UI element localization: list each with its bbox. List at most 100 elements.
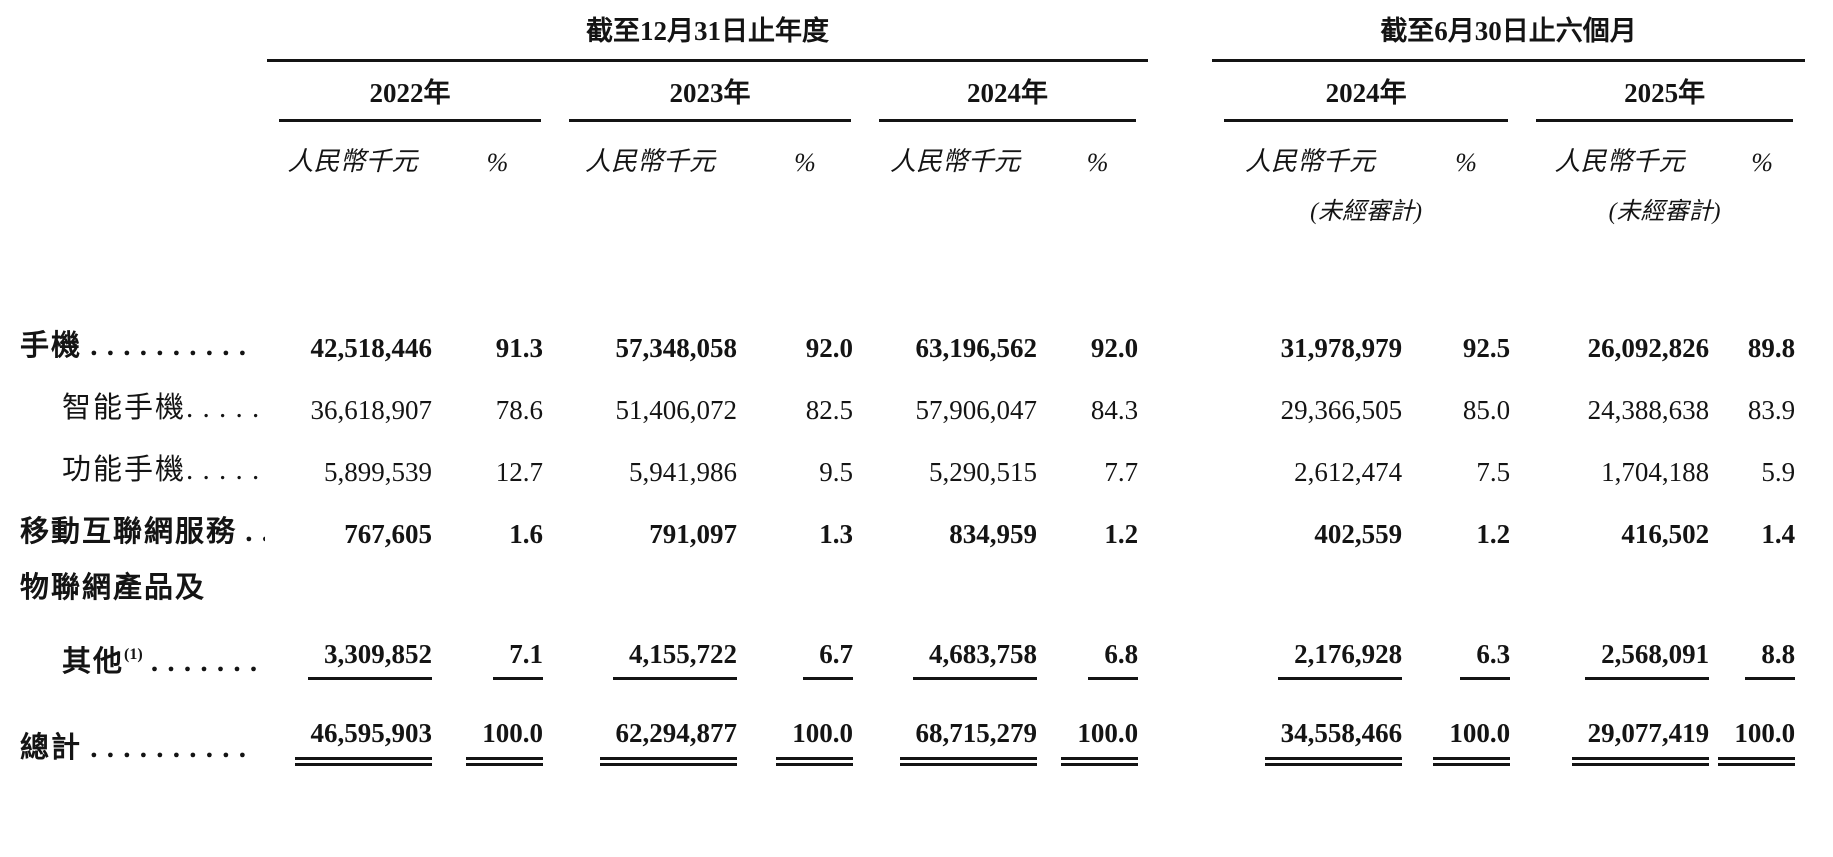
amount-value: 51,406,072 <box>615 395 738 425</box>
label-column-spacer <box>0 8 265 62</box>
amount-value: 791,097 <box>649 519 737 549</box>
table-row: 物聯網產品及 <box>0 550 1833 606</box>
value-cell: 416,502 <box>1522 488 1717 550</box>
value-cell: 31,978,979 <box>1210 302 1410 364</box>
pct-cell: 92.0 <box>745 302 865 364</box>
group-header-interim-title: 截至6月30日止六個月 <box>1212 9 1806 62</box>
percent-value: 100.0 <box>1061 718 1139 766</box>
amount-value: 1,704,188 <box>1601 457 1710 487</box>
unaudited-note: (未經審計) <box>1310 199 1423 225</box>
pct-col-header: % <box>1455 148 1477 177</box>
pct-cell: 9.5 <box>745 426 865 488</box>
pct-cell <box>440 550 555 606</box>
table-row: 總計 . . . . . . . . . . 46,595,903 100.0 62… <box>0 680 1833 766</box>
value-cell: 767,605 <box>265 488 440 550</box>
percent-value: 1.3 <box>819 519 853 549</box>
percent-value: 6.3 <box>1460 639 1511 680</box>
label-column-spacer <box>0 122 265 178</box>
value-cell: 57,906,047 <box>865 364 1045 426</box>
row-label-text: 總計 <box>20 732 83 764</box>
amount-value: 834,959 <box>949 519 1037 549</box>
percent-value: 5.9 <box>1761 457 1796 487</box>
percent-value: 7.1 <box>493 639 543 680</box>
amount-value: 62,294,877 <box>599 718 737 766</box>
amount-value: 4,155,722 <box>613 639 737 680</box>
group-header-annual-title: 截至12月31日止年度 <box>267 9 1149 62</box>
value-cell: 29,366,505 <box>1210 364 1410 426</box>
year-header-2025-interim: 2025年 <box>1522 62 1807 122</box>
year-header-2022-label: 2022年 <box>279 71 541 122</box>
table-body: 手機 . . . . . . . . . . 42,518,446 91.3 57,… <box>0 302 1833 766</box>
amount-value: 5,290,515 <box>929 457 1037 487</box>
pct-cell: 7.1 <box>440 606 555 680</box>
year-header-2025-interim-label: 2025年 <box>1536 71 1794 122</box>
pct-cell: 1.6 <box>440 488 555 550</box>
value-cell: 2,176,928 <box>1210 606 1410 680</box>
amount-value: 57,906,047 <box>915 395 1038 425</box>
row-label-text: 其他 <box>62 646 125 678</box>
pct-cell: 100.0 <box>1045 680 1150 766</box>
value-cell: 24,388,638 <box>1522 364 1717 426</box>
value-cell: 4,683,758 <box>865 606 1045 680</box>
row-label-text: 功能手機 <box>62 454 187 486</box>
pct-cell: 6.3 <box>1410 606 1522 680</box>
group-spacer <box>1150 426 1210 488</box>
value-cell: 42,518,446 <box>265 302 440 364</box>
amount-value: 402,559 <box>1314 519 1403 549</box>
percent-value: 92.0 <box>805 333 853 363</box>
trailing-spacer <box>1807 680 1833 766</box>
percent-value: 1.2 <box>1104 519 1139 549</box>
row-label: 物聯網產品及 <box>0 550 265 606</box>
trailing-spacer <box>1807 426 1833 488</box>
percent-value: 1.6 <box>509 519 543 549</box>
pct-cell <box>1717 550 1807 606</box>
pct-cell: 1.4 <box>1717 488 1807 550</box>
amount-value: 29,366,505 <box>1280 395 1403 425</box>
row-label-leader-dots: . . . . . . . . <box>142 646 265 678</box>
value-cell: 62,294,877 <box>555 680 745 766</box>
pct-cell: 82.5 <box>745 364 865 426</box>
pct-cell: 83.9 <box>1717 364 1807 426</box>
value-cell: 5,941,986 <box>555 426 745 488</box>
value-cell: 5,899,539 <box>265 426 440 488</box>
value-cell: 3,309,852 <box>265 606 440 680</box>
percent-value: 8.8 <box>1745 639 1796 680</box>
amount-value: 5,941,986 <box>629 457 737 487</box>
group-header-annual: 截至12月31日止年度 <box>265 8 1150 62</box>
amount-value: 2,176,928 <box>1278 639 1403 680</box>
row-label-text: 手機 <box>20 330 83 362</box>
pct-cell <box>745 550 865 606</box>
percent-value: 100.0 <box>466 718 543 766</box>
row-label-leader-dots: . . <box>245 516 265 548</box>
row-label: 手機 . . . . . . . . . . <box>0 302 265 364</box>
amount-value: 46,595,903 <box>294 718 432 766</box>
pct-col-header: % <box>794 148 816 177</box>
pct-cell: 100.0 <box>1410 680 1522 766</box>
pct-cell <box>1045 550 1150 606</box>
trailing-spacer <box>1807 488 1833 550</box>
percent-value: 6.7 <box>803 639 853 680</box>
pct-cell: 7.5 <box>1410 426 1522 488</box>
pct-cell: 84.3 <box>1045 364 1150 426</box>
value-cell: 34,558,466 <box>1210 680 1410 766</box>
group-header-interim: 截至6月30日止六個月 <box>1210 8 1807 62</box>
value-cell <box>555 550 745 606</box>
pct-cell: 12.7 <box>440 426 555 488</box>
trailing-spacer <box>1807 550 1833 606</box>
row-label-text: 物聯網產品及 <box>20 572 207 604</box>
percent-value: 1.4 <box>1761 519 1796 549</box>
value-cell: 36,618,907 <box>265 364 440 426</box>
unaudited-note: (未經審計) <box>1608 199 1721 225</box>
amount-value: 29,077,419 <box>1571 718 1710 766</box>
amount-value: 4,683,758 <box>913 639 1037 680</box>
pct-cell: 1.3 <box>745 488 865 550</box>
percent-value: 92.0 <box>1090 333 1139 363</box>
group-spacer <box>1150 364 1210 426</box>
value-cell: 51,406,072 <box>555 364 745 426</box>
amount-value: 416,502 <box>1621 519 1710 549</box>
trailing-spacer <box>1807 364 1833 426</box>
percent-value: 100.0 <box>776 718 853 766</box>
row-label: 其他(1) . . . . . . . . <box>0 606 265 680</box>
pct-cell: 89.8 <box>1717 302 1807 364</box>
pct-cell: 92.0 <box>1045 302 1150 364</box>
